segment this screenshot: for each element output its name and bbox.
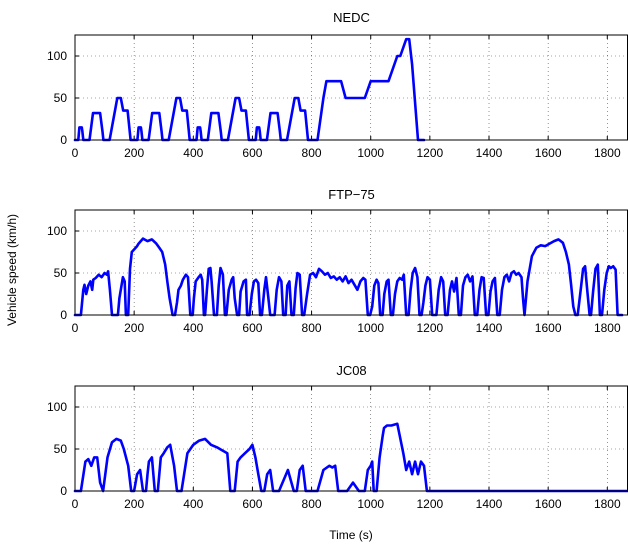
y-tick-label: 50 (54, 442, 68, 456)
speed-trace (73, 37, 426, 142)
x-tick-label: 1200 (417, 146, 444, 160)
panel-1: FTP−75 0 200 400 600 800 1000 1200 1400 1600 1800 0… (47, 187, 628, 335)
x-tick-label: 600 (242, 497, 262, 511)
x-tick-label: 400 (183, 146, 203, 160)
x-tick-label: 1600 (535, 146, 562, 160)
y-tick-label: 0 (60, 308, 67, 322)
panel-title: NEDC (333, 10, 370, 25)
panel-title: JC08 (336, 363, 366, 378)
y-tick-label: 0 (60, 133, 67, 147)
x-tick-label: 1000 (357, 497, 384, 511)
x-tick-label: 1600 (535, 321, 562, 335)
x-tick-label: 1400 (476, 497, 503, 511)
x-tick-label: 800 (302, 321, 322, 335)
x-axis-label: Time (s) (329, 528, 373, 542)
x-tick-label: 1800 (594, 497, 621, 511)
x-tick-label: 800 (302, 497, 322, 511)
panel-0: NEDC 0 200 400 600 800 1000 1200 1400 1600 1800 0 50… (47, 10, 628, 160)
axes-frame (74, 209, 628, 316)
x-tick-label: 1800 (594, 321, 621, 335)
x-tick-label: 1200 (417, 321, 444, 335)
y-tick-label: 100 (47, 400, 67, 414)
y-tick-label: 50 (54, 266, 68, 280)
x-tick-label: 400 (183, 497, 203, 511)
y-tick-label: 100 (47, 224, 67, 238)
x-tick-label: 800 (302, 146, 322, 160)
x-tick-label: 1600 (535, 497, 562, 511)
x-tick-label: 0 (72, 146, 79, 160)
axes-frame (74, 385, 628, 492)
speed-trace (73, 422, 628, 493)
x-tick-label: 1000 (357, 146, 384, 160)
x-tick-label: 1000 (357, 321, 384, 335)
speed-trace (73, 237, 624, 317)
x-tick-label: 1400 (476, 146, 503, 160)
panel-2: JC08 0 200 400 600 800 1000 1200 1400 1600 1800 0 50… (47, 363, 628, 511)
x-tick-label: 600 (242, 146, 262, 160)
y-tick-label: 100 (47, 49, 67, 63)
y-axis-label: Vehicle speed (km/h) (5, 214, 19, 326)
y-tick-label: 50 (54, 91, 68, 105)
x-tick-label: 600 (242, 321, 262, 335)
axes-frame (74, 34, 628, 141)
x-tick-label: 1800 (594, 146, 621, 160)
x-tick-label: 400 (183, 321, 203, 335)
x-tick-label: 1400 (476, 321, 503, 335)
y-tick-label: 0 (60, 484, 67, 498)
x-tick-label: 200 (124, 321, 144, 335)
x-tick-label: 0 (72, 321, 79, 335)
x-tick-label: 200 (124, 146, 144, 160)
panel-title: FTP−75 (328, 187, 375, 202)
x-tick-label: 1200 (417, 497, 444, 511)
x-tick-label: 200 (124, 497, 144, 511)
x-tick-label: 0 (72, 497, 79, 511)
